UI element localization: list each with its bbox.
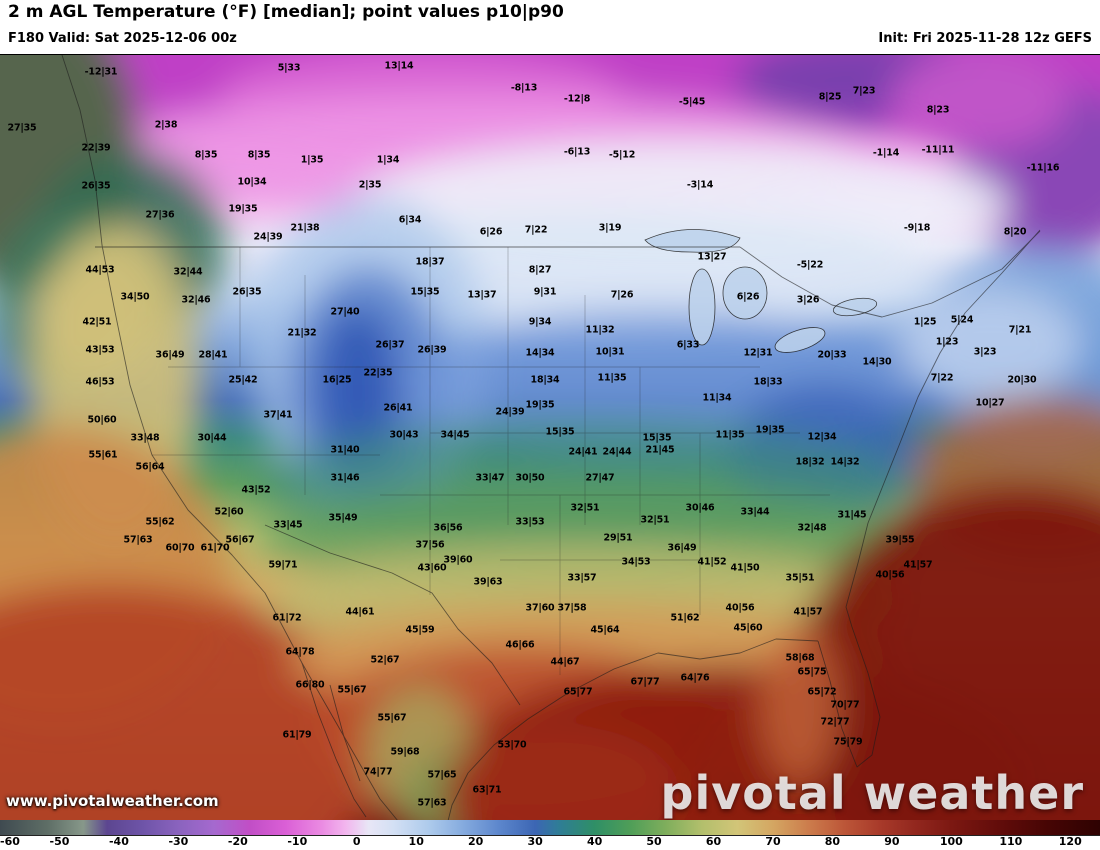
- mexico-border: [264, 524, 521, 706]
- state-borders: [152, 247, 830, 675]
- temperature-map: [0, 54, 1100, 821]
- colorbar: -60 -50 -40 -30 -20 -10 0 10 20 30 40 50 60 70 80 90 100…: [0, 820, 1100, 850]
- brand-logo: pivotal weather: [660, 766, 1084, 820]
- colorbar-tick-label: 40: [586, 835, 603, 848]
- colorbar-ticks: -60 -50 -40 -30 -20 -10 0 10 20 30 40 50 60 70 80 90 100…: [0, 835, 1100, 850]
- canada-border: [95, 230, 1041, 318]
- colorbar-tick-label: 0: [352, 835, 361, 848]
- gulf-coastline: [447, 638, 819, 821]
- header: 2 m AGL Temperature (°F) [median]; point…: [0, 0, 1100, 54]
- temperature-blobs: [0, 55, 1100, 821]
- colorbar-tick-label: 70: [765, 835, 781, 848]
- colorbar-tick-label: -10: [287, 835, 308, 848]
- map-borders: [61, 55, 1041, 821]
- colorbar-tick-label: 90: [884, 835, 900, 848]
- temperature-field-svg: [0, 55, 1100, 821]
- valid-time-label: F180 Valid: Sat 2025-12-06 00z: [8, 31, 237, 46]
- colorbar-tick-label: 110: [999, 835, 1023, 848]
- colorbar-tick-label: -20: [227, 835, 248, 848]
- colorbar-tick-label: 100: [939, 835, 963, 848]
- colorbar-tick-label: -40: [108, 835, 129, 848]
- colorbar-tick-label: 50: [646, 835, 662, 848]
- colorbar-tick-label: -50: [49, 835, 70, 848]
- colorbar-tick-label: 30: [527, 835, 543, 848]
- colorbar-tick-label: 80: [824, 835, 841, 848]
- great-lakes: [644, 229, 878, 353]
- colorbar-gradient: [0, 820, 1100, 836]
- west-coastline: [61, 55, 399, 821]
- colorbar-tick-label: 120: [1058, 835, 1082, 848]
- colorbar-tick-label: -60: [0, 835, 20, 848]
- init-time-label: Init: Fri 2025-11-28 12z GEFS: [878, 31, 1092, 46]
- east-coastline: [817, 229, 1041, 768]
- watermark-url: www.pivotalweather.com: [6, 792, 219, 810]
- colorbar-tick-label: -30: [168, 835, 189, 848]
- colorbar-tick-label: 10: [408, 835, 424, 848]
- colorbar-tick-label: 20: [468, 835, 484, 848]
- baja-coastline: [301, 662, 367, 818]
- colorbar-tick-label: 60: [705, 835, 722, 848]
- map-title: 2 m AGL Temperature (°F) [median]; point…: [8, 2, 564, 22]
